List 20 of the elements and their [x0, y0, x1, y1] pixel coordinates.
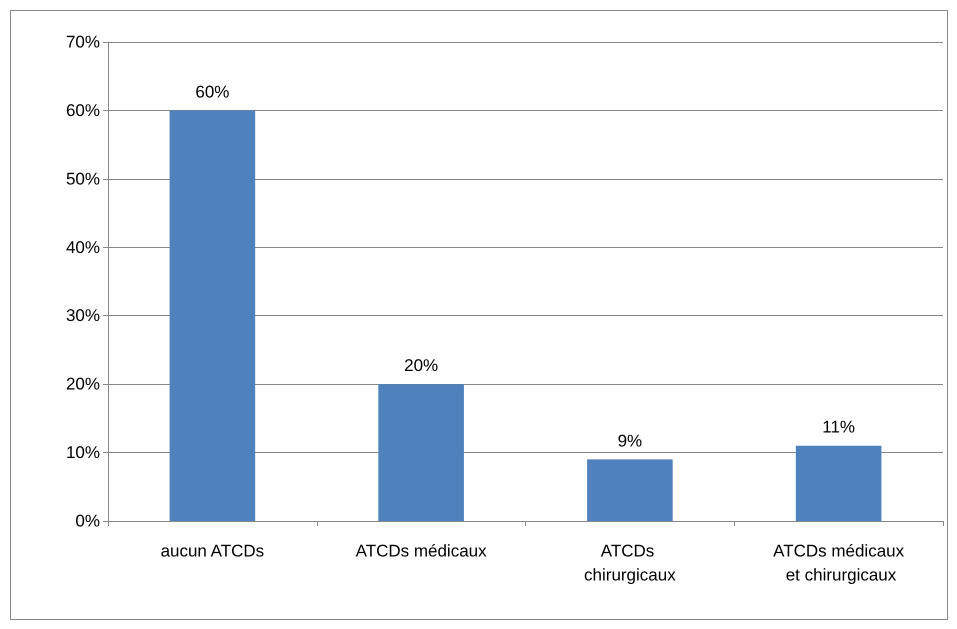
- x-tick-label: ATCDs médicaux: [356, 542, 488, 560]
- bar: [587, 459, 673, 521]
- y-tick-label: 40%: [66, 238, 100, 257]
- y-tick-label: 50%: [66, 169, 100, 188]
- y-tick-label: 70%: [66, 32, 100, 52]
- data-label: 9%: [618, 431, 642, 450]
- y-tick-label: 10%: [66, 443, 100, 462]
- data-label: 20%: [404, 356, 438, 376]
- x-tick-label: ATCDs chirurgicaux: [584, 542, 676, 584]
- data-label: 60%: [195, 82, 230, 102]
- data-label: 11%: [822, 418, 856, 437]
- y-tick-label: 30%: [66, 306, 100, 326]
- x-tick-label: aucun ATCDs: [160, 542, 264, 560]
- bar: [378, 384, 464, 521]
- bar: [170, 110, 256, 521]
- bar: [796, 446, 882, 521]
- x-tick-label: ATCDs médicaux et chirurgicaux: [773, 542, 905, 584]
- y-tick-label: 0%: [75, 512, 100, 530]
- y-tick-label: 60%: [66, 100, 100, 120]
- y-tick-label: 20%: [66, 374, 100, 394]
